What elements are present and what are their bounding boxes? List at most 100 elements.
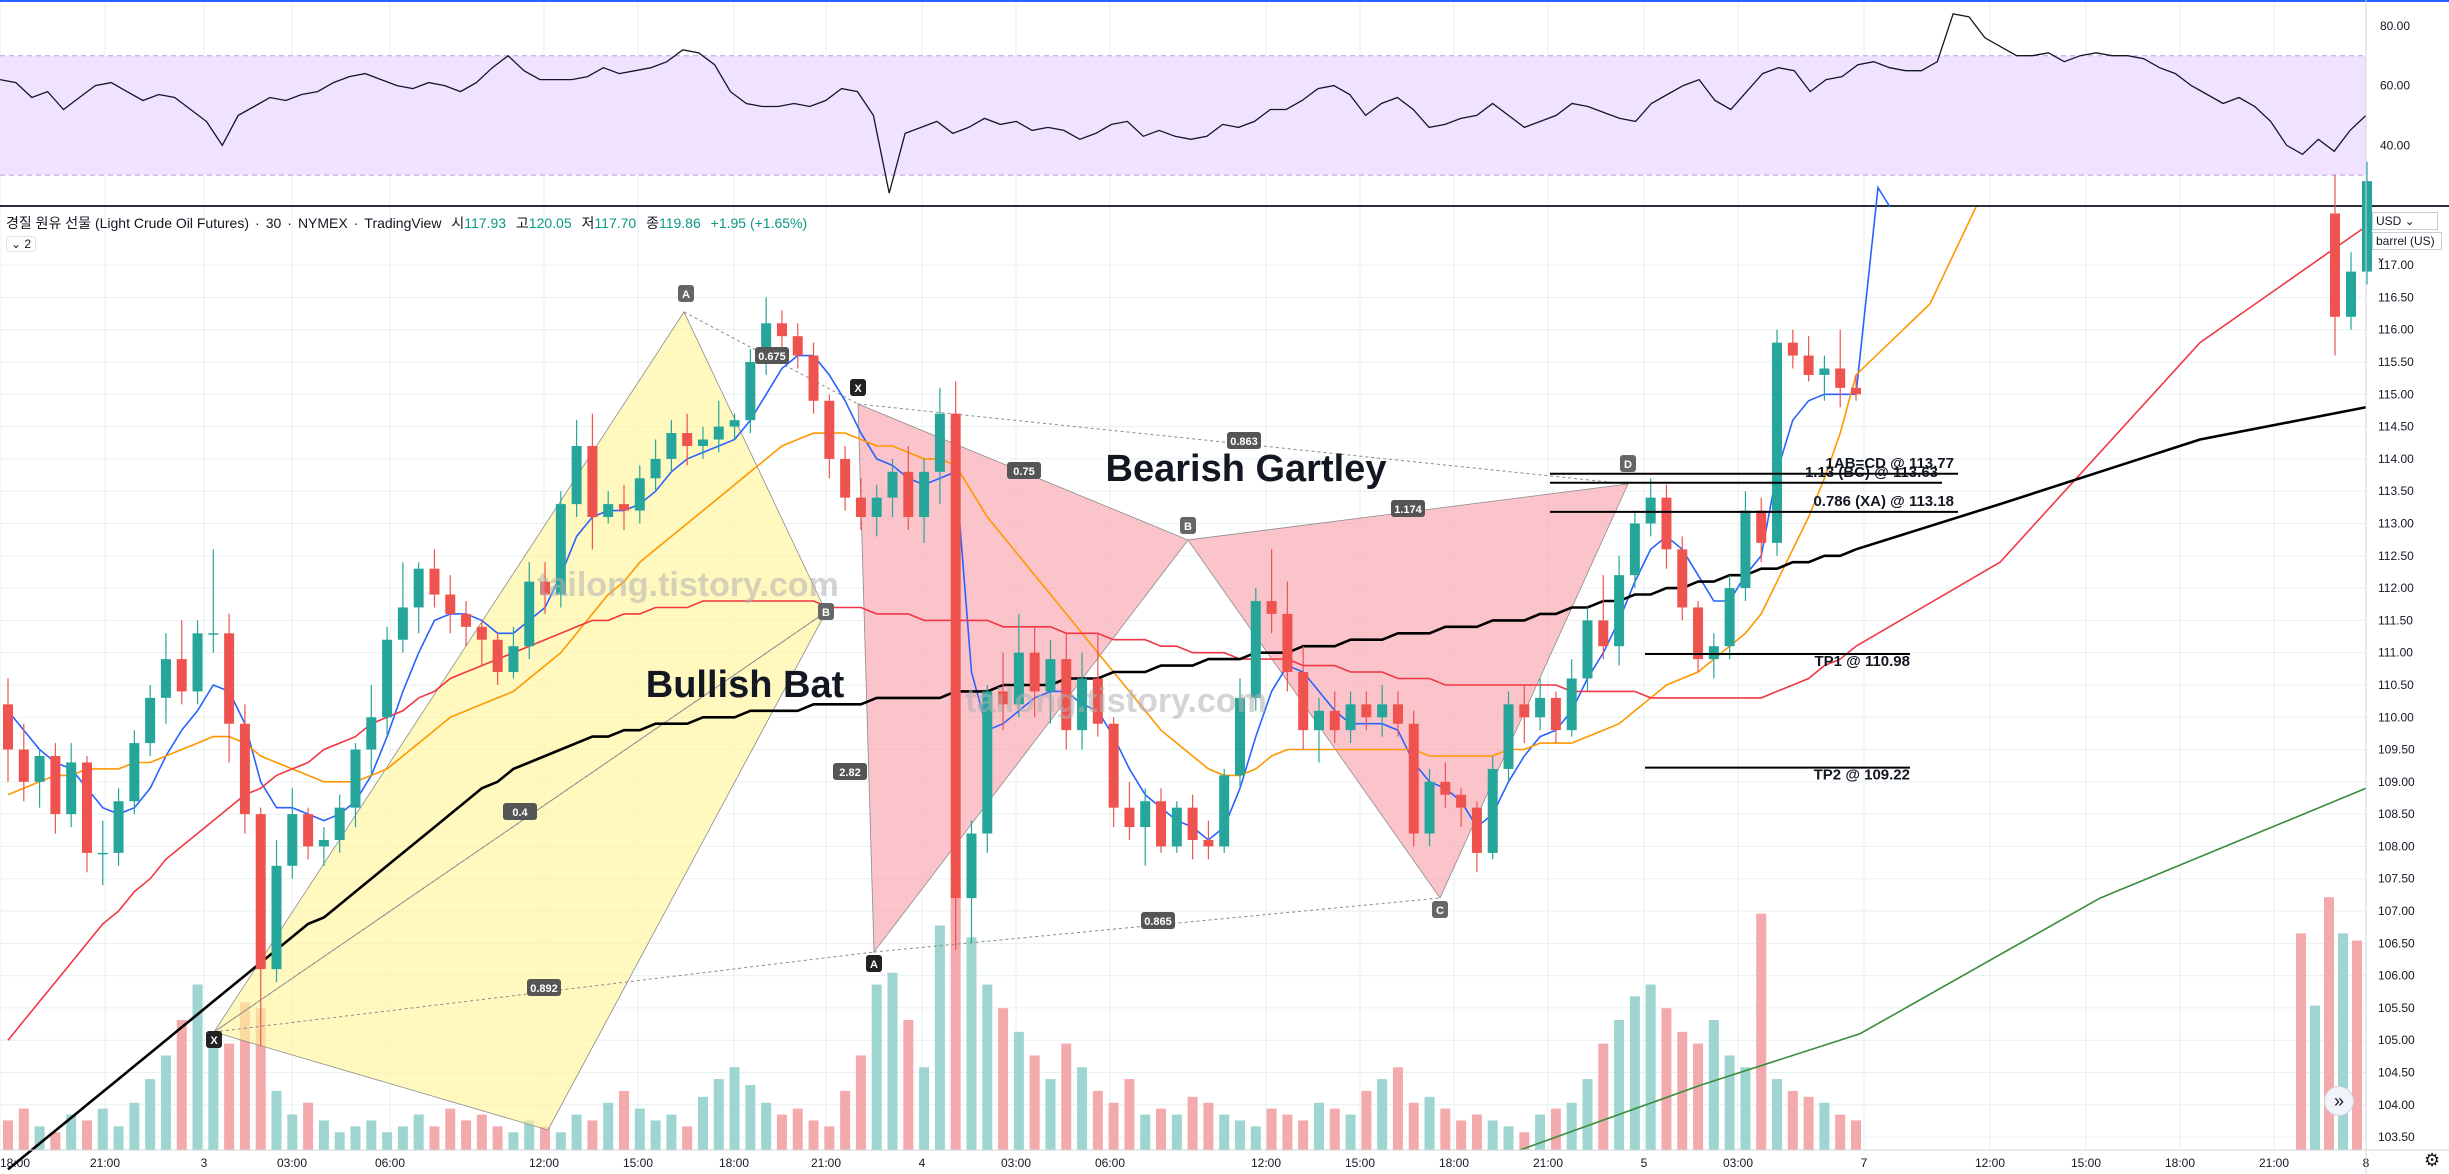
candle-body [1598,620,1609,647]
volume-bar [145,1079,156,1150]
ratio-label: 0.863 [1230,436,1258,448]
candle-body [1724,588,1735,647]
ratio-badge [527,979,561,996]
candle-body [1566,678,1577,731]
volume-bar [682,1126,693,1150]
candle-body [1756,510,1767,543]
candle-body [1140,801,1151,828]
candle-body [255,814,266,970]
rsi-tick-label: 60.00 [2380,79,2410,93]
volume-bar [1345,1114,1356,1150]
candle-body [287,814,298,866]
volume-bar [50,1132,61,1150]
candle-body [1456,794,1467,808]
volume-bar [176,1020,187,1150]
volume-bar [587,1120,598,1150]
volume-bar [1408,1102,1419,1150]
gear-icon[interactable]: ⚙ [2424,1150,2441,1170]
indicator-legend-toggle[interactable]: ⌄ 2 [6,236,37,252]
candle-body [666,433,677,459]
candle-body [1582,620,1593,679]
volume-bar [1313,1102,1324,1150]
volume-bar [1298,1120,1309,1150]
price-tick-label: 106.50 [2378,936,2415,950]
candle-body [1061,659,1072,731]
candle-body [1614,575,1625,647]
unit-select[interactable]: barrel (US) ⌄ [2372,232,2442,264]
symbol-name[interactable]: 경질 원유 선물 (Light Crude Oil Futures) [6,215,250,231]
volume-bar [81,1120,92,1150]
volume-bar [397,1126,408,1150]
candle-body [1661,497,1672,550]
scroll-to-realtime-button[interactable]: » [2324,1086,2354,1116]
candle-body [176,659,187,692]
volume-bar [1140,1114,1151,1150]
volume-bar [160,1055,171,1150]
candle-body [998,691,1009,705]
volume-bar [1535,1114,1546,1150]
price-tick-label: 109.00 [2378,775,2415,789]
candle-body [603,504,614,518]
volume-bar [824,1126,835,1150]
point-badge [678,285,694,302]
candle-body [97,852,108,855]
time-tick-label: 18:00 [2165,1156,2195,1170]
candle-body [34,756,45,782]
candle-body [729,420,740,427]
time-tick-label: 3 [201,1156,208,1170]
volume-bar [1077,1067,1088,1150]
volume-bar [2324,897,2334,1150]
point-badge [206,1031,222,1048]
candle-body [318,839,329,847]
price-tick-label: 108.00 [2378,839,2415,853]
price-tick-label: 103.50 [2378,1130,2415,1144]
ratio-label: 2.82 [839,767,860,779]
volume-bar [2296,933,2306,1150]
volume-bar [729,1067,740,1150]
candle-body [129,743,140,802]
target-level-label: TP1 @ 110.98 [1814,653,1910,670]
candle-body [303,814,314,847]
volume-bar [1156,1108,1167,1150]
volume-bar [1598,1043,1609,1150]
candle-body [1471,807,1482,853]
candle-body [1440,781,1451,795]
candle-body [1408,723,1419,834]
volume-bar [271,1090,282,1150]
candle-body [1693,607,1704,660]
volume-bar [1124,1079,1135,1150]
volume-bar [1377,1079,1388,1150]
volume-bar [382,1132,393,1150]
candle-body [2362,181,2372,272]
volume-bar [413,1114,424,1150]
volume-bar [697,1096,708,1150]
price-tick-label: 112.50 [2378,549,2414,563]
candle-body [160,659,171,698]
indicator-count: 2 [24,237,32,251]
volume-bar [1250,1126,1261,1150]
point-label: A [682,289,690,301]
price-tick-label: 117.00 [2378,258,2414,272]
volume-bar [303,1102,314,1150]
volume-bar [1724,1055,1735,1150]
volume-bar [350,1126,361,1150]
candle-body [1835,368,1846,388]
point-label: X [210,1035,218,1047]
volume-bar [871,984,882,1150]
change-value: +1.95 (+1.65%) [710,215,808,231]
point-badge [1620,455,1636,472]
candle-body [1045,659,1056,692]
ratio-label: 0.865 [1144,916,1172,928]
candle-body [1519,704,1530,718]
interval-label[interactable]: 30 [265,215,282,231]
volume-bar [524,1120,535,1150]
volume-bar [571,1114,582,1150]
candle-body [840,458,851,498]
high-value: 120.05 [528,215,572,231]
point-label: B [1184,521,1192,533]
target-level-label: 0.786 (XA) @ 113.18 [1813,493,1954,510]
volume-bar [1440,1108,1451,1150]
currency-select[interactable]: USD ⌄ [2372,212,2438,230]
volume-bar [540,1126,551,1150]
